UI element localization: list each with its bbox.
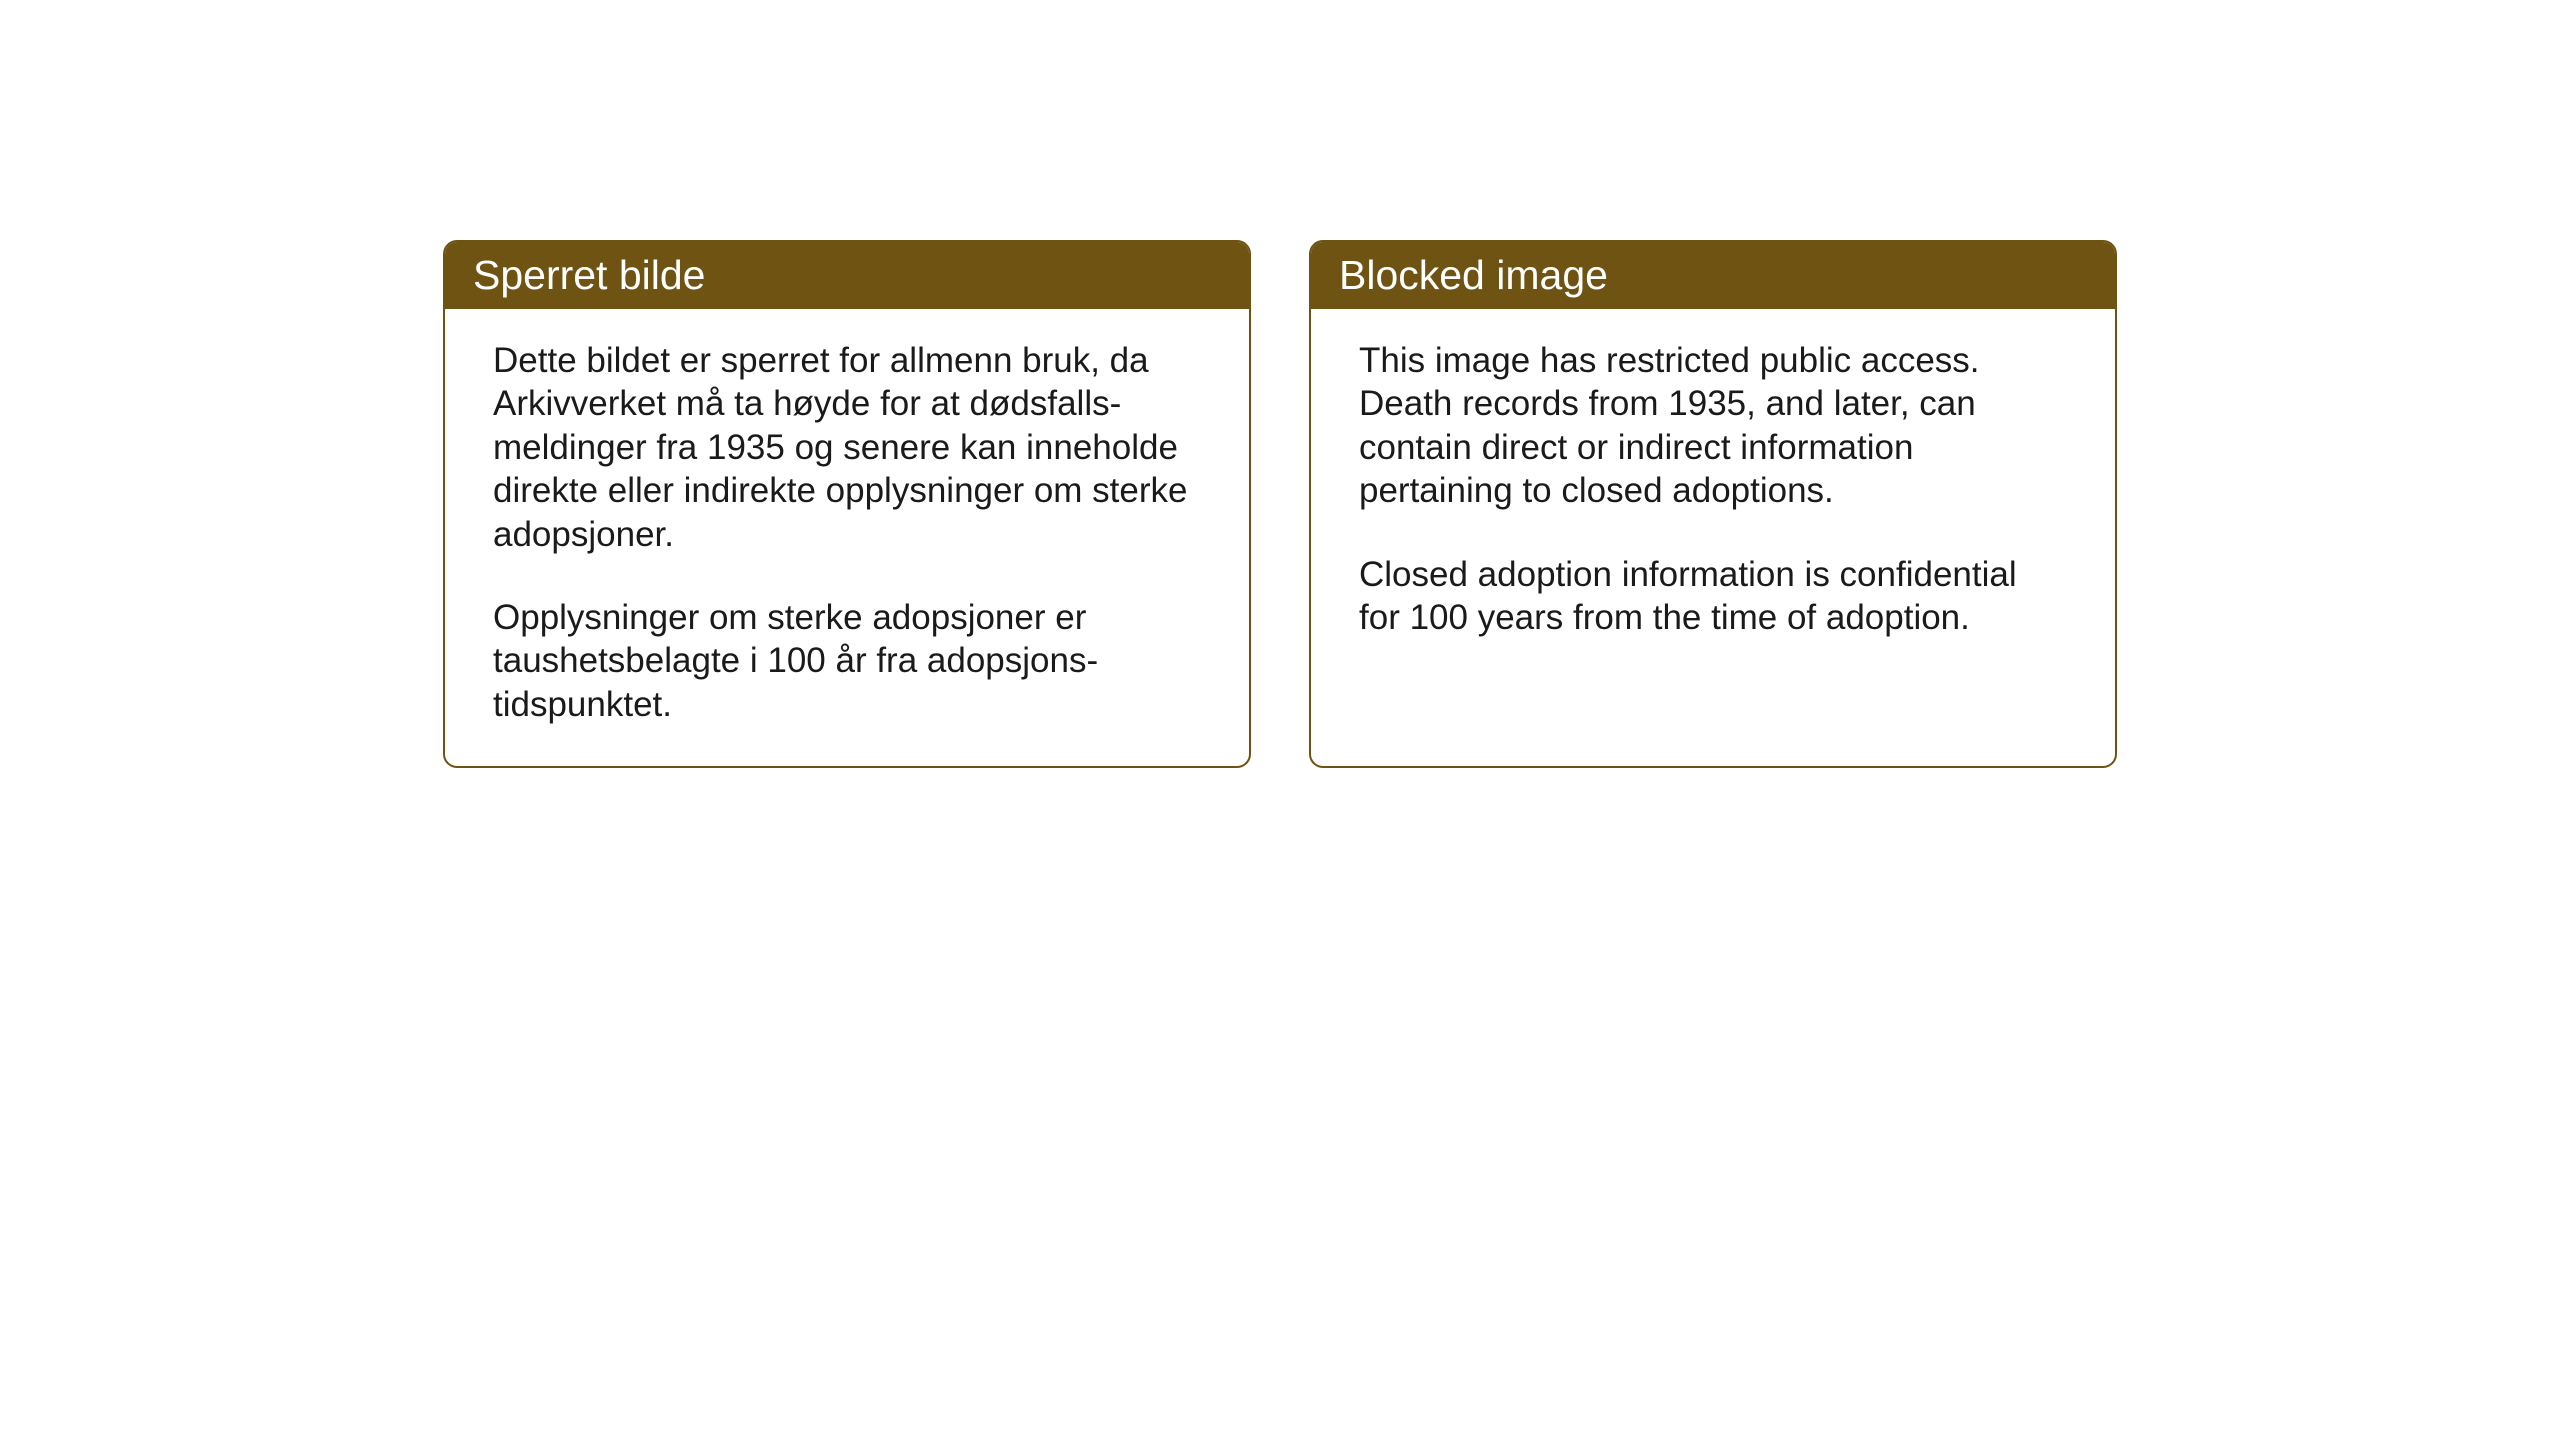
card-paragraph: This image has restricted public access.… — [1359, 339, 2067, 513]
card-paragraph: Dette bildet er sperret for allmenn bruk… — [493, 339, 1201, 556]
card-body-english: This image has restricted public access.… — [1311, 309, 2115, 679]
card-title: Blocked image — [1339, 252, 1608, 298]
card-title: Sperret bilde — [473, 252, 705, 298]
card-english: Blocked image This image has restricted … — [1309, 240, 2117, 768]
card-header-english: Blocked image — [1311, 242, 2115, 309]
card-header-norwegian: Sperret bilde — [445, 242, 1249, 309]
card-paragraph: Closed adoption information is confident… — [1359, 553, 2067, 640]
cards-container: Sperret bilde Dette bildet er sperret fo… — [443, 240, 2117, 768]
card-norwegian: Sperret bilde Dette bildet er sperret fo… — [443, 240, 1251, 768]
card-body-norwegian: Dette bildet er sperret for allmenn bruk… — [445, 309, 1249, 766]
card-paragraph: Opplysninger om sterke adopsjoner er tau… — [493, 596, 1201, 726]
